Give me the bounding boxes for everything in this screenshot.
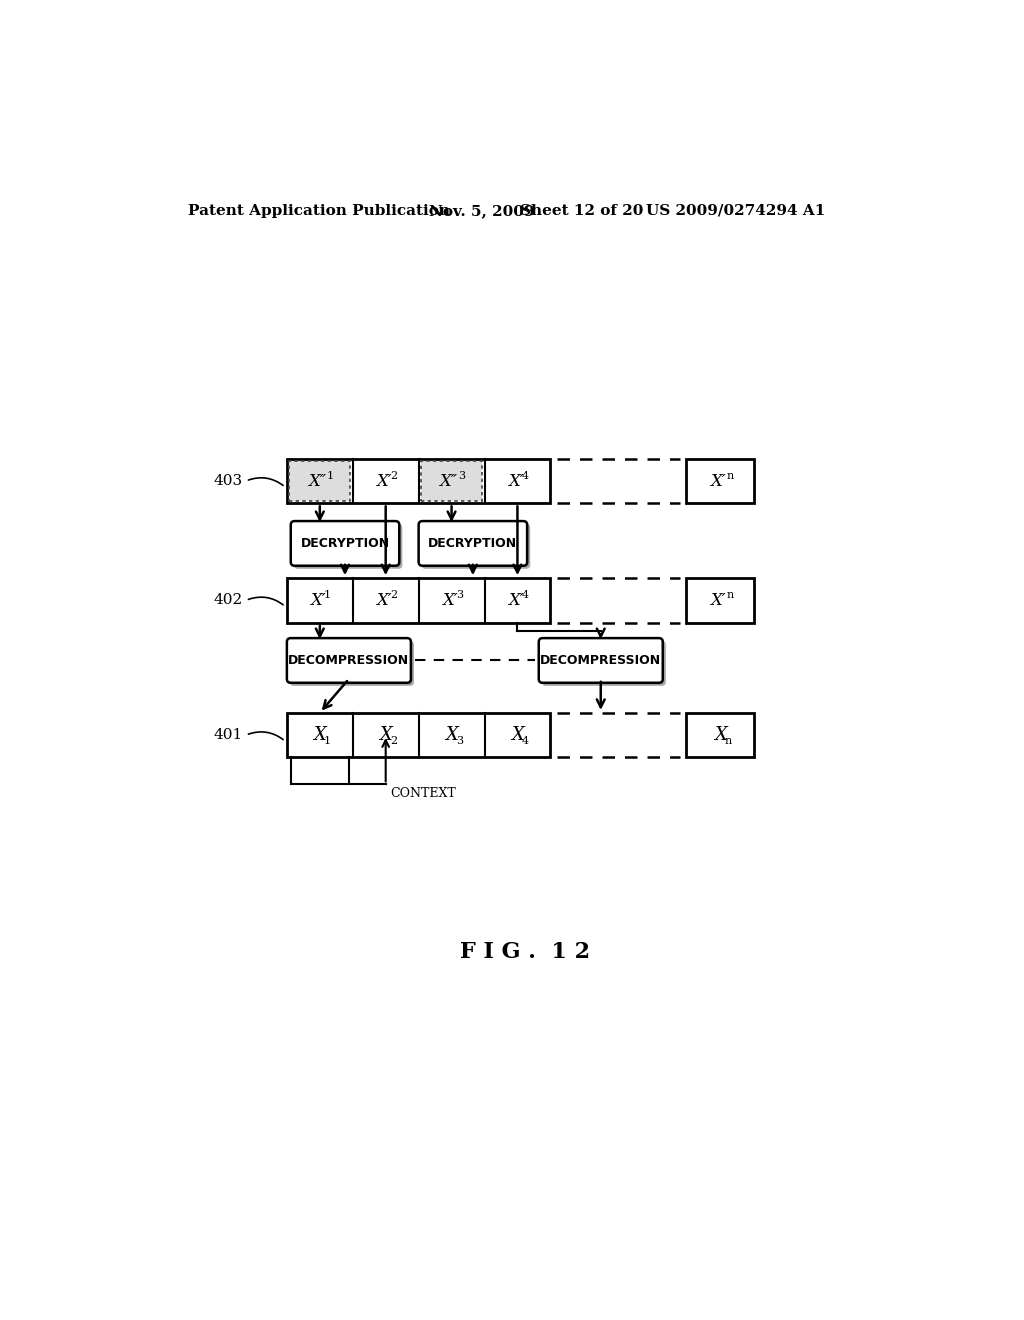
Text: Patent Application Publication: Patent Application Publication — [188, 203, 451, 218]
Text: X: X — [445, 726, 458, 744]
Text: 4: 4 — [521, 471, 528, 480]
Bar — [686, 578, 755, 623]
Text: Sheet 12 of 20: Sheet 12 of 20 — [520, 203, 643, 218]
Bar — [287, 713, 550, 758]
Text: CONTEXT: CONTEXT — [390, 787, 456, 800]
Text: F I G .  1 2: F I G . 1 2 — [460, 940, 590, 962]
Text: X′: X′ — [377, 473, 392, 490]
Text: n: n — [727, 590, 734, 601]
Text: n: n — [724, 735, 731, 746]
Text: X′: X′ — [508, 591, 523, 609]
Text: 1: 1 — [324, 735, 331, 746]
Text: 403: 403 — [214, 474, 243, 488]
Text: DECRYPTION: DECRYPTION — [300, 537, 389, 550]
Text: X′: X′ — [310, 591, 326, 609]
FancyBboxPatch shape — [420, 521, 528, 566]
Text: Nov. 5, 2009: Nov. 5, 2009 — [429, 203, 535, 218]
Text: 2: 2 — [390, 471, 397, 480]
Text: 4: 4 — [521, 735, 528, 746]
Bar — [287, 578, 550, 623]
Bar — [289, 461, 350, 502]
FancyBboxPatch shape — [287, 638, 411, 682]
Text: X′: X′ — [442, 591, 458, 609]
Text: n: n — [727, 471, 734, 480]
FancyBboxPatch shape — [542, 642, 666, 686]
FancyBboxPatch shape — [288, 639, 412, 684]
Text: 402: 402 — [213, 594, 243, 607]
Text: X: X — [511, 726, 524, 744]
Text: 1: 1 — [324, 590, 331, 601]
FancyBboxPatch shape — [291, 521, 399, 566]
Text: X′: X′ — [377, 591, 392, 609]
FancyBboxPatch shape — [539, 638, 663, 682]
FancyBboxPatch shape — [290, 642, 414, 686]
Text: 401: 401 — [213, 729, 243, 742]
Text: US 2009/0274294 A1: US 2009/0274294 A1 — [646, 203, 825, 218]
Bar — [421, 461, 482, 502]
Bar — [686, 459, 755, 503]
FancyBboxPatch shape — [419, 521, 527, 566]
Text: 1: 1 — [327, 471, 334, 480]
Text: X: X — [379, 726, 392, 744]
Text: 3: 3 — [456, 735, 463, 746]
Text: X″: X″ — [307, 473, 326, 490]
FancyBboxPatch shape — [422, 524, 530, 569]
Text: 4: 4 — [521, 590, 528, 601]
FancyBboxPatch shape — [540, 639, 664, 684]
Text: 3: 3 — [458, 471, 465, 480]
Text: 2: 2 — [390, 590, 397, 601]
Text: X: X — [313, 726, 327, 744]
Text: DECRYPTION: DECRYPTION — [428, 537, 517, 550]
Text: X: X — [714, 726, 727, 744]
Bar — [287, 459, 550, 503]
FancyBboxPatch shape — [294, 524, 402, 569]
Bar — [686, 713, 755, 758]
Text: DECOMPRESSION: DECOMPRESSION — [541, 653, 662, 667]
Text: 3: 3 — [456, 590, 463, 601]
Text: 2: 2 — [390, 735, 397, 746]
Text: DECOMPRESSION: DECOMPRESSION — [289, 653, 410, 667]
Text: X′: X′ — [508, 473, 523, 490]
Text: X″: X″ — [439, 473, 458, 490]
Text: X′: X′ — [710, 591, 726, 609]
FancyBboxPatch shape — [292, 521, 400, 566]
Text: X′: X′ — [710, 473, 726, 490]
